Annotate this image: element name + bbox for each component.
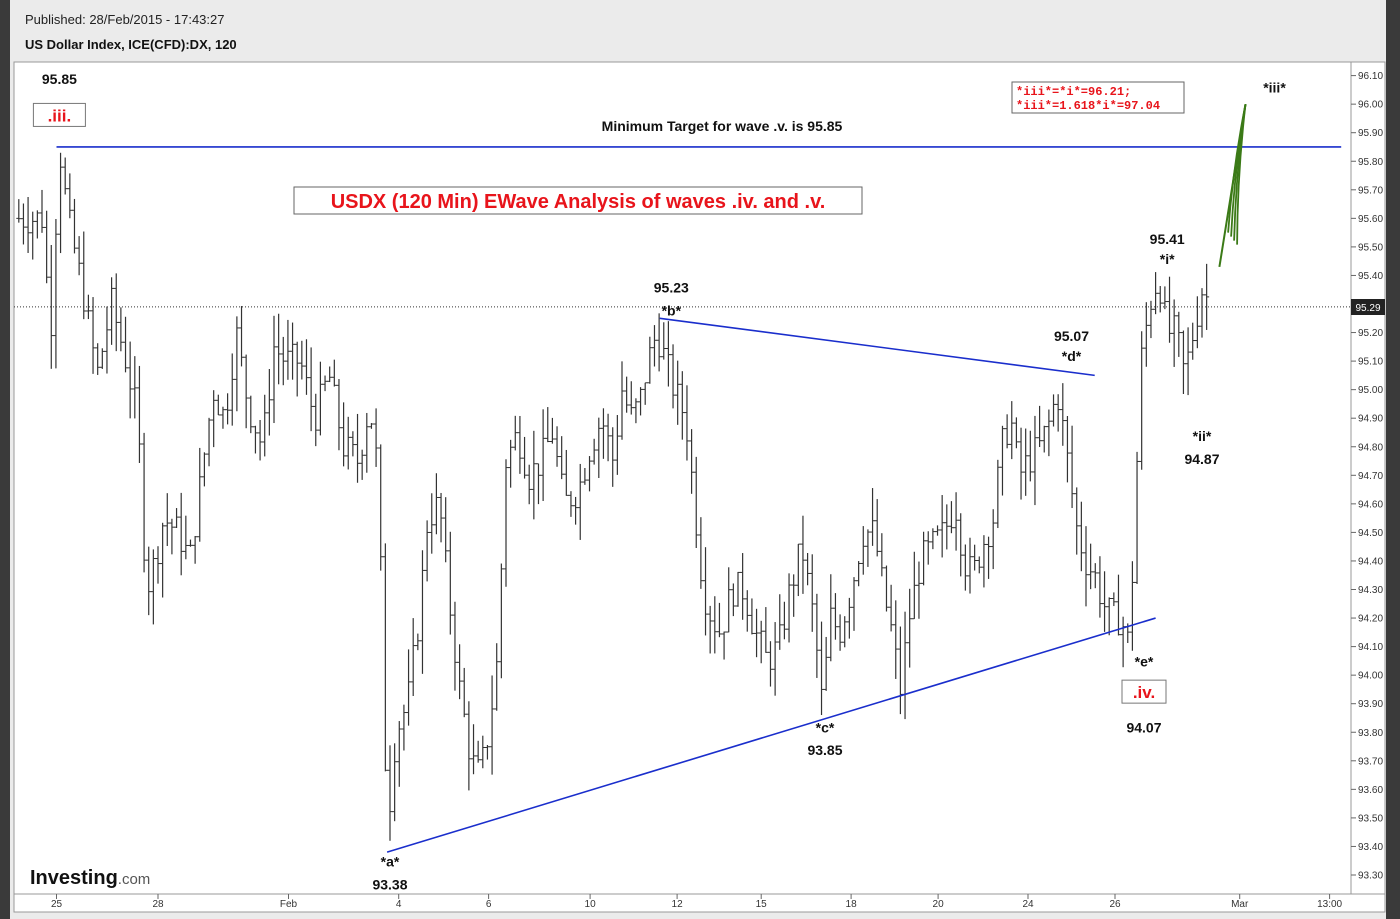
y-tick-label: 95.10	[1358, 357, 1383, 368]
y-axis-ticks: 93.30 93.40 93.50 93.60 93.70 93.80 93.90 94.00…	[1351, 71, 1383, 882]
y-tick-label: 95.00	[1358, 385, 1383, 396]
logo-word: Investing	[30, 867, 118, 889]
wave-label: *ii*	[1193, 428, 1212, 444]
x-tick-label: 26	[1109, 899, 1121, 910]
published-timestamp: Published: 28/Feb/2015 - 17:43:27	[25, 12, 225, 27]
y-tick-label: 94.00	[1358, 671, 1383, 682]
wave-label: *iii*	[1263, 80, 1286, 96]
y-tick-label: 94.20	[1358, 614, 1383, 625]
y-tick-label: 93.30	[1358, 871, 1383, 882]
y-tick-label: 95.90	[1358, 128, 1383, 139]
wave-label: *c*	[816, 719, 835, 735]
y-tick-label: 96.00	[1358, 100, 1383, 111]
wave-label-boxed: .iv.	[1133, 683, 1155, 702]
price-label: 94.07	[1126, 719, 1161, 735]
y-tick-label: 95.20	[1358, 328, 1383, 339]
wave-label: *i*	[1160, 251, 1175, 267]
y-tick-label: 94.90	[1358, 414, 1383, 425]
wave-label-boxed: .iii.	[48, 106, 72, 125]
investing-logo: Investing.com	[30, 867, 150, 889]
y-tick-label: 95.70	[1358, 185, 1383, 196]
y-tick-label: 94.50	[1358, 528, 1383, 539]
y-tick-label: 95.80	[1358, 157, 1383, 168]
x-tick-label: 6	[486, 899, 492, 910]
current-price-badge	[1351, 299, 1385, 315]
y-tick-label: 93.70	[1358, 756, 1383, 767]
current-price-value: 95.29	[1355, 303, 1380, 314]
chart-title: USDX (120 Min) EWave Analysis of waves .…	[331, 191, 826, 213]
y-tick-label: 94.70	[1358, 471, 1383, 482]
x-tick-label: 10	[585, 899, 597, 910]
logo-suffix: .com	[118, 871, 151, 888]
y-tick-label: 94.80	[1358, 442, 1383, 453]
y-tick-label: 96.10	[1358, 71, 1383, 82]
projection-stroke	[1236, 104, 1247, 245]
y-tick-label: 93.40	[1358, 842, 1383, 853]
x-tick-label: 15	[756, 899, 768, 910]
targets-box	[1011, 81, 1185, 114]
time-axis	[13, 893, 1386, 913]
target-line-1: *iii*=*i*=96.21;	[1016, 85, 1131, 99]
wave-label-box	[32, 102, 86, 127]
target-note: Minimum Target for wave .v. is 95.85	[602, 118, 843, 134]
target-line-2: *iii*=1.618*i*=97.04	[1016, 99, 1160, 113]
projection-arrow	[1218, 103, 1247, 268]
y-tick-label: 93.60	[1358, 785, 1383, 796]
wave-label: *e*	[1135, 654, 1154, 670]
y-tick-label: 94.60	[1358, 499, 1383, 510]
triangle-top	[659, 317, 1095, 377]
y-tick-label: 94.40	[1358, 556, 1383, 567]
wave-label: *d*	[1062, 348, 1082, 364]
trendlines	[56, 146, 1342, 853]
price-label: 93.38	[372, 876, 407, 892]
wave-labels: 95.85 .iii. 95.23 *b* *a* 93.38 *c* 93.85 95.07 *…	[32, 71, 1286, 892]
price-label: 93.85	[807, 742, 842, 758]
x-tick-label: Feb	[280, 899, 298, 910]
y-tick-label: 93.50	[1358, 813, 1383, 824]
price-label: 95.07	[1054, 328, 1089, 344]
price-axis	[1350, 61, 1386, 895]
x-tick-label: 4	[396, 899, 402, 910]
price-bars	[16, 152, 1210, 841]
price-label: 94.87	[1184, 451, 1219, 467]
chart-title-box	[293, 186, 863, 215]
x-tick-label: Mar	[1231, 899, 1249, 910]
y-tick-label: 95.60	[1358, 214, 1383, 225]
wave-label: *b*	[662, 302, 682, 318]
x-tick-label: 20	[933, 899, 945, 910]
y-tick-label: 94.30	[1358, 585, 1383, 596]
x-axis-ticks: 25 28 Feb 4 6 10 12 15 18 20 24 26 Mar 13:00	[51, 894, 1343, 910]
y-tick-label: 94.10	[1358, 642, 1383, 653]
instrument-title: US Dollar Index, ICE(CFD):DX, 120	[25, 37, 237, 52]
x-tick-label: 28	[152, 899, 164, 910]
price-label: 95.23	[654, 280, 689, 296]
x-tick-label: 13:00	[1317, 899, 1342, 910]
price-label: 95.41	[1150, 231, 1185, 247]
x-tick-label: 24	[1022, 899, 1034, 910]
y-tick-label: 93.90	[1358, 699, 1383, 710]
wave-label-box	[1121, 679, 1167, 704]
y-tick-label: 95.40	[1358, 271, 1383, 282]
x-tick-label: 18	[846, 899, 858, 910]
wave-label: *a*	[381, 853, 400, 869]
x-tick-label: 12	[672, 899, 684, 910]
price-label: 95.85	[42, 71, 77, 87]
y-tick-label: 93.80	[1358, 728, 1383, 739]
y-tick-label: 95.50	[1358, 242, 1383, 253]
triangle-bottom	[386, 617, 1156, 853]
x-tick-label: 25	[51, 899, 63, 910]
